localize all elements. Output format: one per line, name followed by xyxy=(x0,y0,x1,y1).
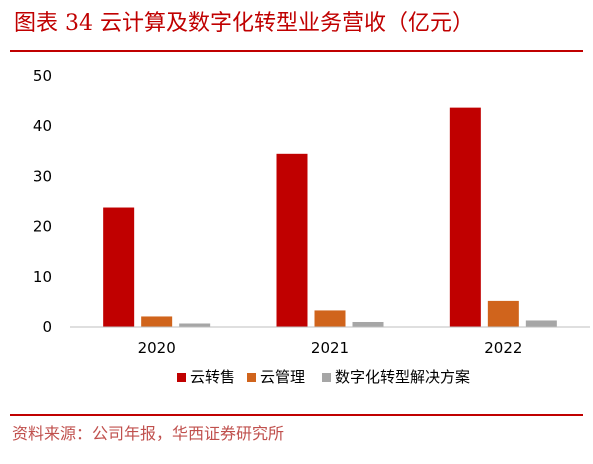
x-tick-label: 2022 xyxy=(484,339,522,357)
legend-label-0: 云转售 xyxy=(190,368,235,386)
y-tick-label: 0 xyxy=(42,318,52,336)
y-tick-label: 40 xyxy=(33,117,52,135)
y-tick-label: 10 xyxy=(33,268,52,286)
bar-2021-series-1 xyxy=(314,310,346,327)
bar-2021-series-0 xyxy=(276,153,308,327)
legend-swatch-2 xyxy=(322,373,331,382)
source-note: 资料来源：公司年报，华西证券研究所 xyxy=(12,424,285,443)
bar-2020-series-2 xyxy=(179,323,211,327)
chart-title: 图表 34 云计算及数字化转型业务营收（亿元） xyxy=(14,11,474,36)
y-tick-label: 20 xyxy=(33,218,52,236)
title-divider xyxy=(10,50,583,52)
bar-2020-series-1 xyxy=(141,316,173,327)
legend-label-1: 云管理 xyxy=(260,368,305,386)
legend-swatch-0 xyxy=(177,373,186,382)
bar-2022-series-0 xyxy=(449,107,481,327)
bar-2022-series-1 xyxy=(487,300,519,327)
y-tick-label: 30 xyxy=(33,167,52,185)
bar-2022-series-2 xyxy=(525,320,557,327)
y-tick-label: 50 xyxy=(33,67,52,85)
legend-label-2: 数字化转型解决方案 xyxy=(335,368,470,386)
legend-swatch-1 xyxy=(247,373,256,382)
bar-chart: 0 10 20 30 40 50 2020 2021 2022 云转售 云管理 数字化转型解决方案 xyxy=(33,67,590,386)
x-tick-label: 2021 xyxy=(311,339,349,357)
x-tick-label: 2020 xyxy=(138,339,176,357)
source-divider xyxy=(10,414,583,416)
bar-2021-series-2 xyxy=(352,321,384,327)
bar-2020-series-0 xyxy=(103,207,135,327)
